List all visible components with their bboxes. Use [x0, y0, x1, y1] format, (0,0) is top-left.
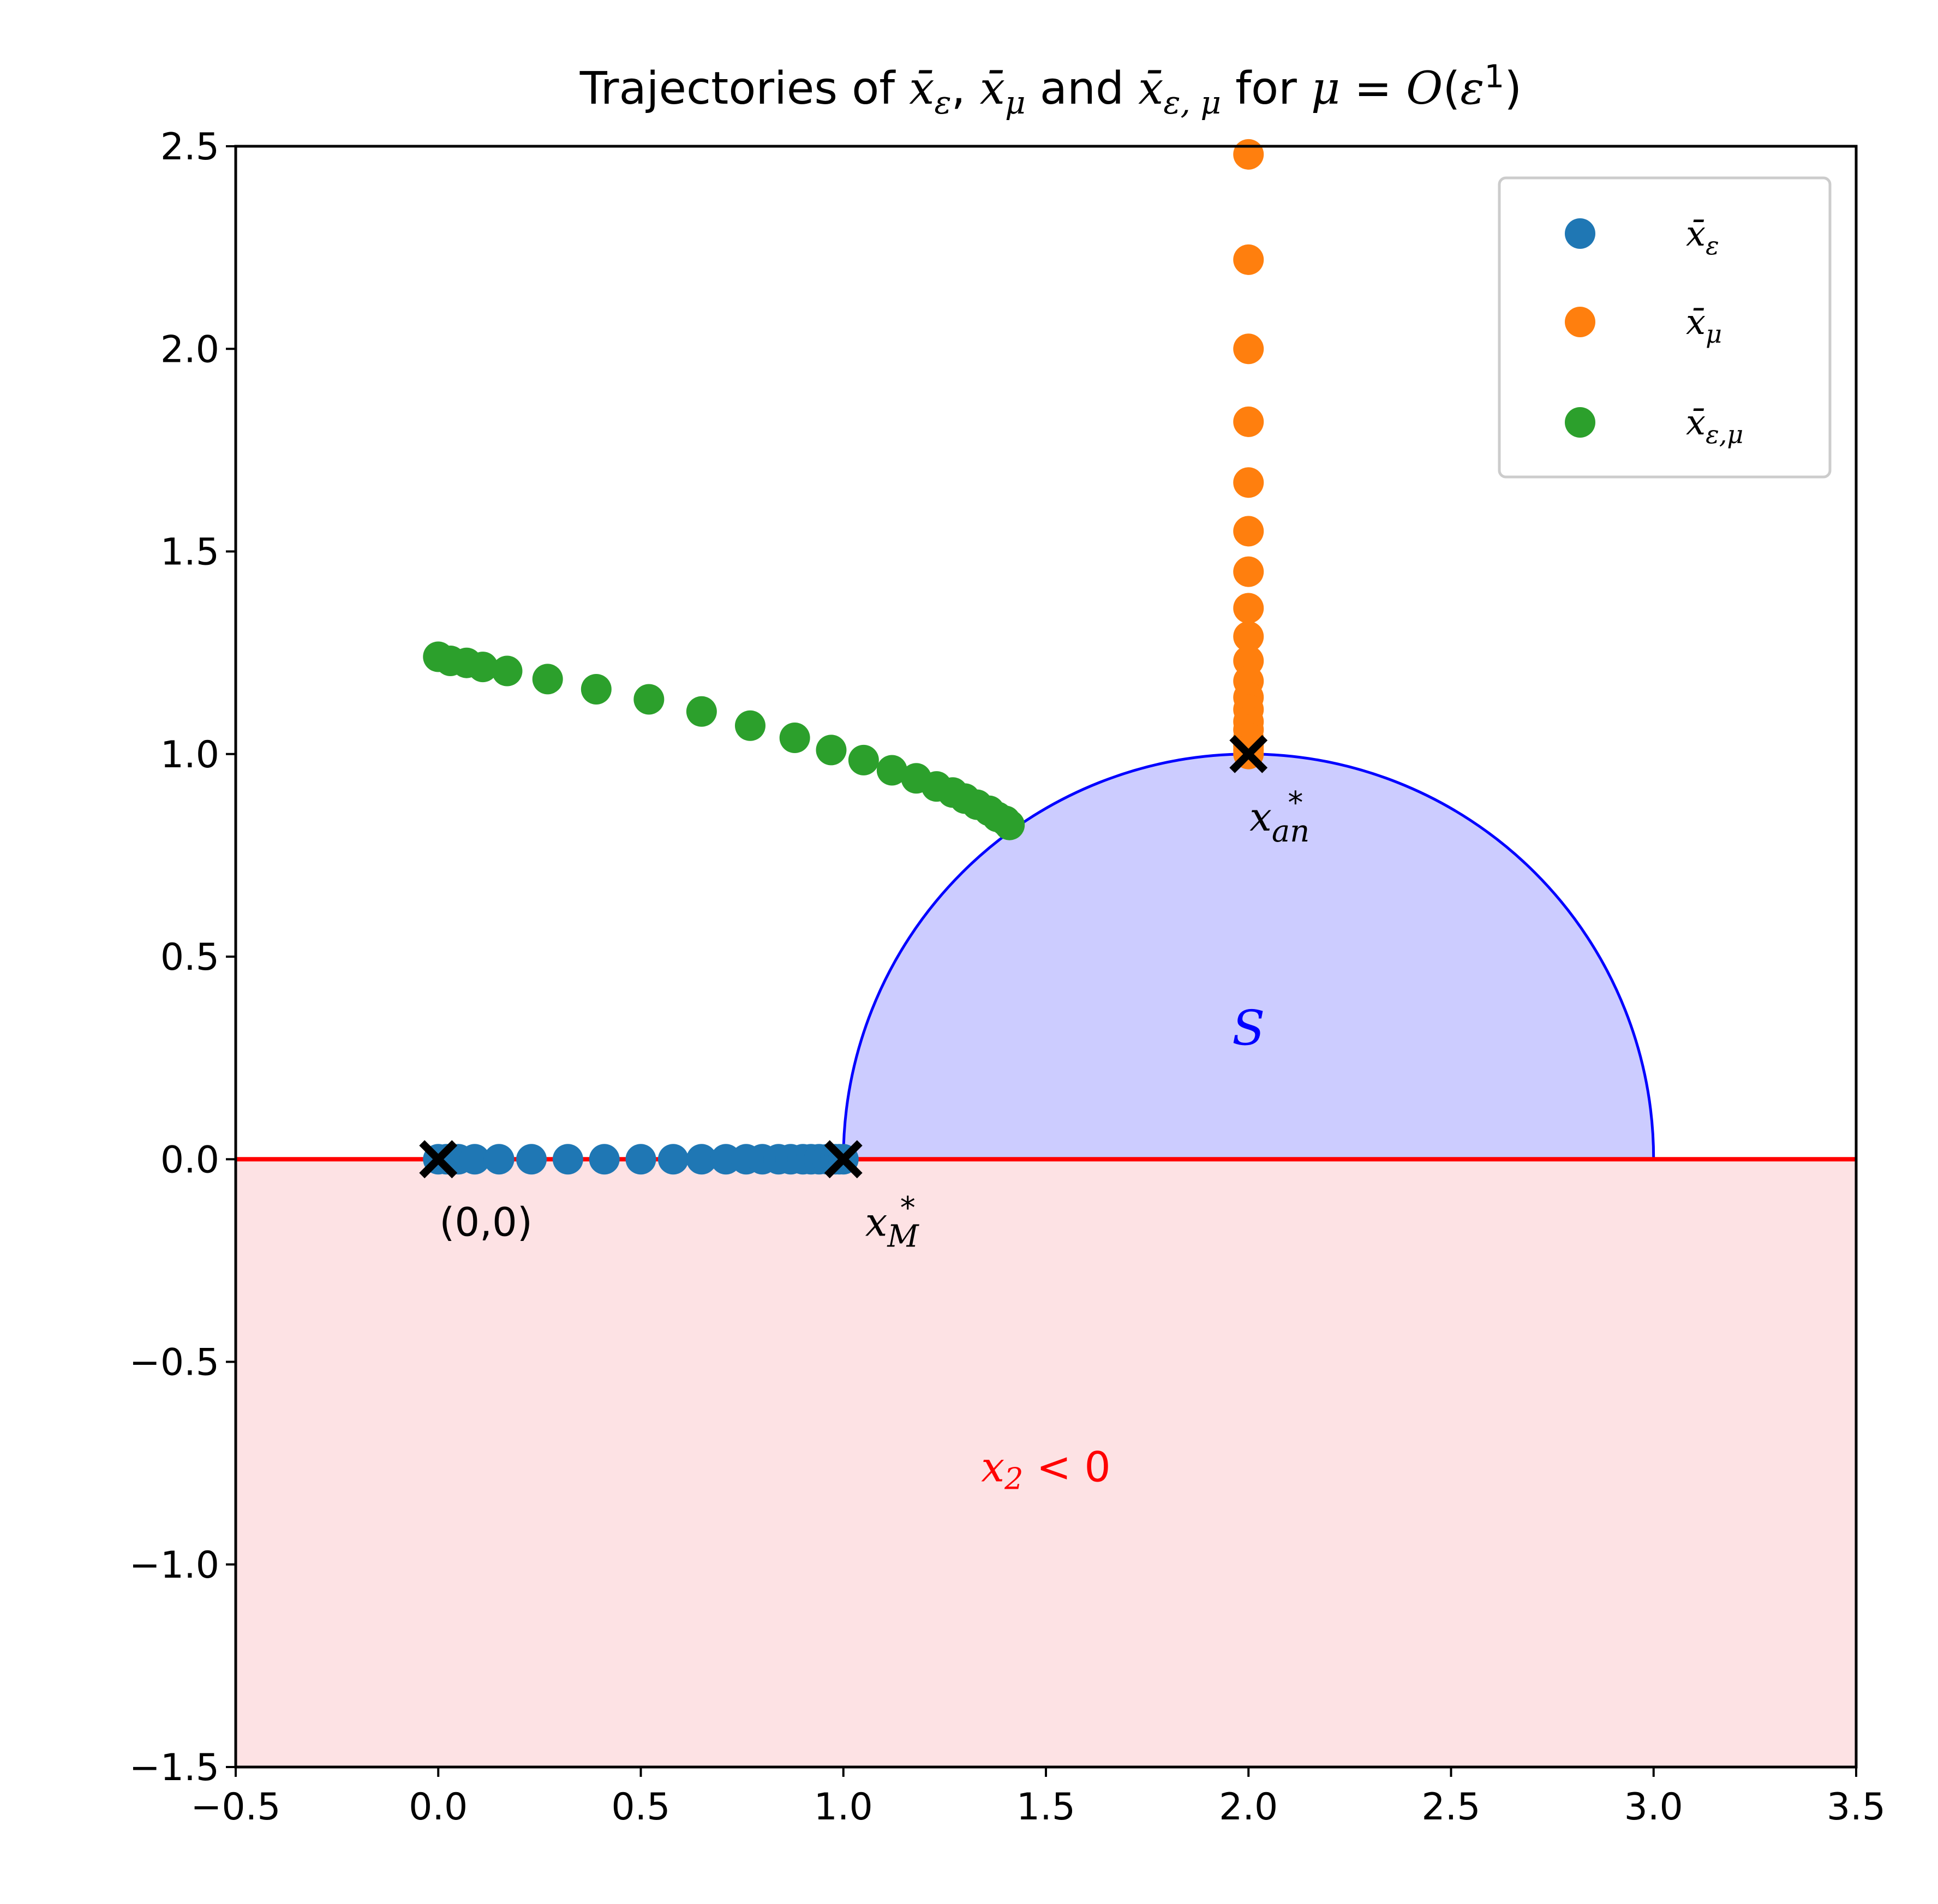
- series-1-point: [686, 1144, 717, 1175]
- x-axis: −0.5 0.0 0.5 1.0 1.5 2.0 2.5 3.0 3.5: [190, 1767, 1886, 1829]
- origin-label: (0,0): [439, 1199, 533, 1245]
- xm-star-label: xM*: [865, 1190, 920, 1254]
- y-tick-label: −1.5: [129, 1746, 219, 1789]
- legend: x̄ε x̄μ x̄ε,μ: [1498, 176, 1832, 479]
- series-3-point: [816, 735, 847, 766]
- series-3-point: [532, 664, 563, 695]
- series-1-point: [516, 1144, 547, 1175]
- y-tick-label: 0.5: [160, 936, 219, 979]
- x2-negative-label: x2 < 0: [981, 1443, 1111, 1496]
- legend-box: [1498, 176, 1832, 479]
- series-3-point: [492, 655, 523, 687]
- series-2-point: [1233, 406, 1264, 437]
- series-2-point: [1233, 516, 1264, 547]
- y-tick-label: −1.0: [129, 1544, 219, 1587]
- x-tick-label: 0.0: [409, 1786, 468, 1829]
- x-tick-label: 2.0: [1219, 1786, 1278, 1829]
- series-2-point: [1233, 593, 1264, 624]
- series-1-point: [483, 1144, 515, 1175]
- series-2-point: [1233, 333, 1264, 365]
- y-axis: −1.5 −1.0 −0.5 0.0 0.5 1.0 1.5 2.0 2.5: [129, 126, 236, 1789]
- legend-marker-3: [1565, 407, 1595, 438]
- x-tick-label: 1.5: [1016, 1786, 1075, 1829]
- series-3-point: [633, 684, 665, 715]
- legend-label-2: x̄μ: [1686, 302, 1722, 349]
- xan-star-label: xan*: [1249, 785, 1309, 849]
- series-3-point: [876, 755, 907, 786]
- series-1-point: [625, 1144, 656, 1175]
- series-1-point: [657, 1144, 689, 1175]
- x-tick-label: 3.5: [1827, 1786, 1886, 1829]
- optimum-marker-1: [419, 1140, 458, 1179]
- series-3-point: [994, 809, 1025, 840]
- series-2-point: [1233, 621, 1264, 652]
- series-2-point: [1233, 556, 1264, 587]
- series-1-point: [552, 1144, 583, 1175]
- series-2-point: [1233, 244, 1264, 275]
- optimum-marker-3: [1229, 735, 1268, 773]
- x-tick-label: 0.5: [611, 1786, 670, 1829]
- y-tick-label: 1.0: [160, 733, 219, 777]
- y-tick-label: 1.5: [160, 531, 219, 574]
- legend-marker-1: [1565, 218, 1595, 249]
- series-3-point: [581, 673, 612, 705]
- y-tick-label: 0.0: [160, 1138, 219, 1181]
- y-tick-label: 2.5: [160, 126, 219, 169]
- optimum-marker-2: [824, 1140, 863, 1179]
- x-tick-label: −0.5: [190, 1786, 280, 1829]
- legend-label-1: x̄ε: [1686, 214, 1719, 260]
- lower-half-region: [236, 1159, 1856, 1767]
- x-tick-label: 3.0: [1624, 1786, 1683, 1829]
- x-tick-label: 2.5: [1421, 1786, 1480, 1829]
- set-s-label: S: [1232, 1000, 1265, 1057]
- legend-marker-2: [1565, 307, 1595, 337]
- series-3-point: [848, 744, 879, 775]
- x-tick-label: 1.0: [814, 1786, 873, 1829]
- series-3-point: [734, 710, 765, 741]
- legend-label-3: x̄ε,μ: [1686, 403, 1743, 449]
- series-layer: [423, 139, 1264, 1175]
- marker-layer: [419, 735, 1268, 1179]
- chart-title: Trajectories of x̄ε, x̄μ and x̄ε, μ for …: [579, 58, 1522, 121]
- feasible-set-semicircle: [842, 753, 1655, 1161]
- series-1-point: [459, 1144, 491, 1175]
- y-tick-label: −0.5: [129, 1341, 219, 1384]
- series-3-point: [686, 696, 717, 727]
- series-1-point: [589, 1144, 620, 1175]
- y-tick-label: 2.0: [160, 328, 219, 371]
- series-2-point: [1233, 139, 1264, 170]
- series-3-point: [467, 652, 498, 683]
- series-2-point: [1233, 467, 1264, 498]
- series-3-point: [779, 723, 810, 754]
